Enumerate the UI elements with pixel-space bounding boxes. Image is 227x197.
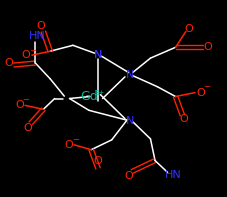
Text: −: − [72,135,78,144]
Text: N: N [94,50,102,60]
Text: O: O [93,156,102,165]
Text: O: O [22,50,30,60]
Text: −: − [29,46,36,55]
Text: O: O [5,59,13,68]
Text: N: N [94,50,102,60]
Text: N: N [126,70,134,80]
Text: O: O [37,21,45,31]
Text: 3+: 3+ [94,90,105,96]
Text: N: N [126,116,134,126]
Text: HN: HN [164,170,181,180]
Text: O: O [64,140,72,150]
Text: HN: HN [29,32,45,41]
Text: O: O [184,24,193,33]
Text: O: O [23,123,32,133]
Text: O: O [195,88,204,98]
Text: O: O [202,42,211,52]
Text: Gd: Gd [80,90,98,103]
Text: O: O [124,171,133,181]
Text: O: O [179,114,188,124]
Text: O: O [15,100,24,110]
Text: −: − [202,83,209,92]
Text: −: − [22,95,29,104]
